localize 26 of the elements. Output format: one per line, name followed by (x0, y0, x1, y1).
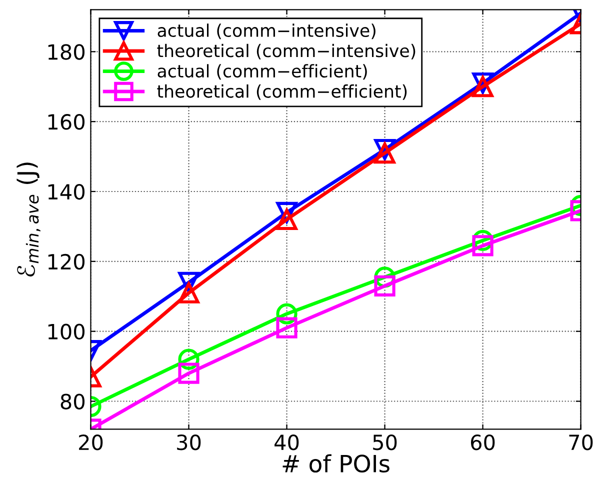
x-tick-label: 60 (470, 434, 495, 450)
x-tick-label: 50 (373, 434, 397, 450)
x-tick-label: 30 (177, 434, 201, 450)
x-axis-title: # of POIs (282, 454, 390, 473)
point (472, 235, 494, 256)
y-tick-label: 180 (48, 44, 85, 60)
point (374, 142, 396, 164)
point (178, 282, 200, 304)
x-tick-label: 40 (274, 434, 299, 450)
y-tick-label: 160 (48, 114, 85, 130)
y-tick-label: 80 (60, 394, 85, 410)
y-tick-label: 120 (48, 254, 85, 270)
x-tick-label: 70 (569, 434, 593, 450)
point (276, 317, 298, 338)
point (374, 275, 396, 296)
legend-label: theoretical (comm−intensive) (157, 44, 416, 60)
y-tick-label: 140 (48, 184, 85, 200)
legend-label: actual (comm−efficient) (158, 64, 367, 80)
point (276, 208, 298, 230)
x-tick-label: 20 (79, 434, 103, 450)
y-tick-label: 100 (48, 324, 85, 340)
point (178, 362, 200, 384)
point (472, 76, 494, 98)
y-axis-title: ℰ$_{min,ave}$ (J) (16, 162, 40, 277)
legend-label: actual (comm−intensive) (158, 24, 376, 40)
legend-label: theoretical (comm−efficient) (157, 84, 407, 100)
